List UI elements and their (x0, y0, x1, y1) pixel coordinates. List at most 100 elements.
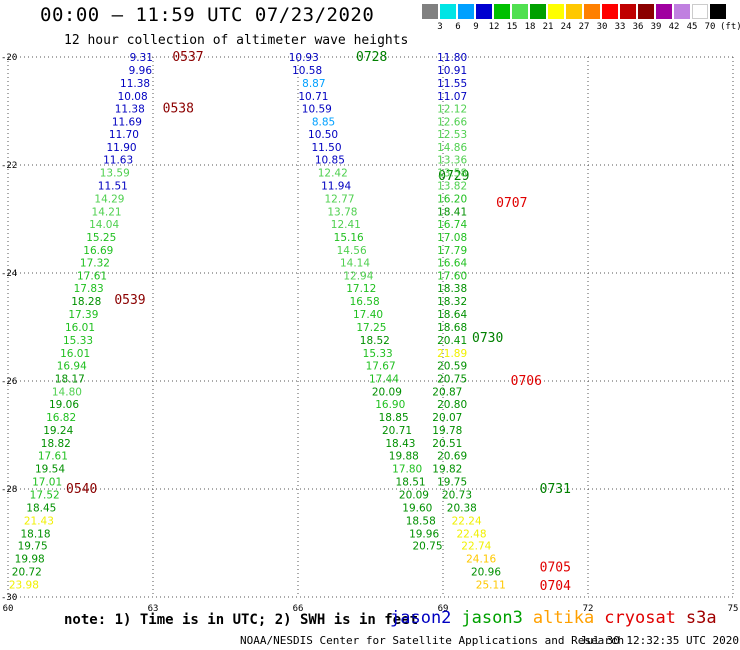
pass-time-label: 0729 (438, 169, 469, 184)
data-point-label: 16.20 (437, 193, 467, 205)
data-point-label: 12.12 (437, 103, 467, 115)
data-point-label: 11.80 (437, 52, 467, 64)
data-point-label: 18.41 (437, 206, 467, 218)
color-swatch (476, 4, 492, 19)
data-point-label: 22.24 (452, 515, 482, 527)
data-point-label: 20.75 (412, 541, 442, 553)
data-point-label: 12.42 (318, 168, 348, 180)
chart-subtitle: 12 hour collection of altimeter wave hei… (64, 33, 409, 48)
y-tick-label: -20 (1, 53, 17, 63)
data-point-label: 18.68 (437, 322, 467, 334)
pass-time-label: 0539 (114, 293, 145, 308)
data-point-label: 20.38 (447, 502, 477, 514)
pass-time-label: 0731 (540, 482, 571, 497)
data-point-label: 15.33 (63, 335, 93, 347)
color-swatch (530, 4, 546, 19)
color-swatch (422, 4, 438, 19)
data-point-label: 18.51 (396, 476, 426, 488)
color-swatch (602, 4, 618, 19)
color-scale-tick: 9 (473, 22, 479, 32)
data-point-label: 17.08 (437, 232, 467, 244)
data-point-label: 10.71 (298, 91, 328, 103)
color-swatch (494, 4, 510, 19)
data-point-label: 18.32 (437, 296, 467, 308)
data-point-label: 18.18 (20, 528, 50, 540)
data-point-label: 10.08 (118, 91, 148, 103)
data-point-label: 18.82 (41, 438, 71, 450)
data-point-label: 19.88 (389, 451, 419, 463)
color-scale-tick: 27 (578, 22, 590, 32)
data-point-label: 16.01 (65, 322, 95, 334)
data-point-label: 12.77 (324, 193, 354, 205)
data-point-label: 20.51 (432, 438, 462, 450)
color-swatch (584, 4, 600, 19)
data-point-label: 13.36 (437, 155, 467, 167)
data-point-label: 17.79 (437, 245, 467, 257)
data-point-label: 16.82 (46, 412, 76, 424)
data-point-label: 19.75 (437, 476, 467, 488)
data-point-label: 10.58 (292, 65, 322, 77)
data-point-label: 10.50 (308, 129, 338, 141)
data-point-label: 20.73 (442, 489, 472, 501)
color-scale-tick: 30 (596, 22, 608, 32)
data-point-label: 12.66 (437, 116, 467, 128)
legend-item-jason3: jason3 (461, 608, 523, 628)
legend-item-altika: altika (532, 608, 595, 628)
data-point-label: 11.90 (107, 142, 137, 154)
data-point-label: 16.94 (57, 360, 87, 372)
chart-note: note: 1) Time is in UTC; 2) SWH is in fe… (64, 612, 419, 628)
data-point-label: 17.39 (68, 309, 98, 321)
data-point-label: 11.38 (115, 103, 145, 115)
data-point-label: 11.94 (321, 181, 351, 193)
legend-item-s3a: s3a (685, 608, 717, 628)
color-scale-tick: 18 (524, 22, 536, 32)
color-scale-tick: 42 (668, 22, 680, 32)
data-point-label: 10.59 (302, 103, 332, 115)
data-point-label: 18.45 (26, 502, 56, 514)
data-point-label: 19.78 (432, 425, 462, 437)
data-point-label: 16.90 (375, 399, 405, 411)
pass-time-label: 0705 (540, 560, 571, 575)
pass-time-label: 0706 (511, 374, 542, 389)
data-point-label: 8.87 (302, 78, 325, 90)
data-point-label: 16.64 (437, 258, 467, 270)
data-point-label: 14.56 (337, 245, 367, 257)
data-point-label: 11.69 (112, 116, 142, 128)
data-point-label: 12.94 (343, 271, 373, 283)
x-tick-label: 66 (293, 604, 304, 614)
data-point-label: 24.16 (466, 554, 496, 566)
data-point-label: 17.01 (32, 476, 62, 488)
credit-text: NOAA/NESDIS Center for Satellite Applica… (240, 634, 625, 647)
color-scale-tick: 3 (437, 22, 443, 32)
color-swatch (710, 4, 726, 19)
y-tick-label: -22 (1, 161, 17, 171)
data-point-label: 14.80 (52, 386, 82, 398)
data-point-label: 11.55 (437, 78, 467, 90)
data-point-label: 18.58 (406, 515, 436, 527)
pass-time-label: 0540 (66, 482, 97, 497)
data-point-label: 14.04 (89, 219, 119, 231)
data-point-label: 20.07 (432, 412, 462, 424)
data-point-label: 22.48 (456, 528, 486, 540)
data-point-label: 20.09 (399, 489, 429, 501)
y-tick-label: -26 (1, 377, 17, 387)
data-point-label: 13.78 (327, 206, 357, 218)
y-tick-label: -30 (1, 593, 17, 603)
data-point-label: 19.96 (409, 528, 439, 540)
data-point-label: 19.98 (15, 554, 45, 566)
data-point-label: 8.85 (312, 116, 335, 128)
data-point-label: 11.07 (437, 91, 467, 103)
x-tick-label: 63 (148, 604, 159, 614)
data-point-label: 11.38 (120, 78, 150, 90)
data-point-label: 17.40 (353, 309, 383, 321)
legend-item-cryosat: cryosat (604, 608, 676, 628)
color-scale-tick: 33 (614, 22, 626, 32)
data-point-label: 15.33 (363, 348, 393, 360)
data-point-label: 17.83 (74, 283, 104, 295)
data-point-label: 17.60 (437, 271, 467, 283)
data-point-label: 11.51 (98, 181, 128, 193)
data-point-label: 16.01 (60, 348, 90, 360)
data-point-label: 18.28 (71, 296, 101, 308)
data-point-label: 19.75 (18, 541, 48, 553)
